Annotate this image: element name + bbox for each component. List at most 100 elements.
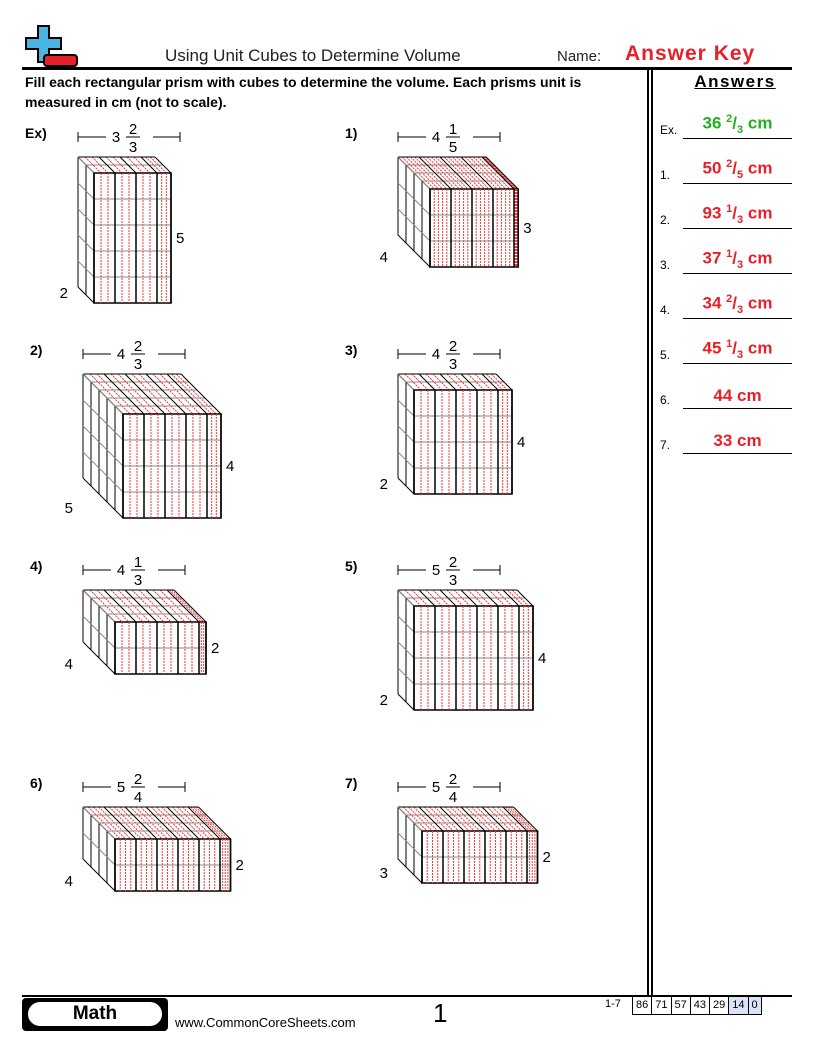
cube-edge (166, 806, 200, 840)
prism-lines (397, 806, 539, 884)
score-cell: 71 (652, 997, 672, 1015)
height-label: 2 (543, 849, 551, 866)
width-denominator: 4 (134, 789, 142, 806)
answer-row: 3. 37 1/3 cm (660, 234, 792, 274)
cube-edge (397, 156, 431, 190)
cube-edge (418, 806, 444, 832)
cube-edge (481, 589, 499, 607)
cube-edge (82, 425, 124, 467)
depth-label: 5 (65, 500, 73, 517)
width-whole: 5 (117, 779, 125, 796)
cube-edge (77, 260, 95, 278)
sub-unit-line (505, 806, 530, 832)
cube-edge (180, 373, 222, 415)
name-value: Answer Key (625, 42, 756, 65)
cube-edge (460, 373, 478, 391)
depth-label: 2 (60, 285, 68, 302)
answer-value: 34 2/3 cm (702, 292, 773, 316)
height-label: 4 (226, 458, 234, 475)
cube-edge (140, 156, 158, 174)
sub-unit-line (91, 156, 109, 174)
sub-unit-line (467, 589, 485, 607)
answer-value: 36 2/3 cm (702, 112, 773, 136)
answer-whole: 50 (702, 158, 722, 178)
answer-row: 5. 45 1/3 cm (660, 324, 792, 364)
sub-unit-line (450, 806, 475, 832)
sub-unit-line (425, 589, 443, 607)
cube-edge (103, 806, 137, 840)
answer-denominator: 5 (737, 169, 744, 181)
answer-unit: cm (747, 158, 773, 178)
problem-label: 6) (30, 775, 43, 791)
depth-label: 4 (65, 656, 73, 673)
answer-value: 33 cm (683, 431, 792, 451)
sub-unit-line (467, 373, 485, 391)
answer-numerator: 2 (726, 292, 733, 305)
cube-edge (124, 373, 166, 415)
answer-whole: 45 (702, 338, 722, 358)
cube-edge (82, 615, 116, 649)
answer-number: Ex. (660, 123, 678, 137)
score-cell: 86 (633, 997, 653, 1015)
width-whole: 4 (117, 346, 125, 363)
sub-unit-line (432, 373, 450, 391)
answer-numerator: 1 (726, 247, 733, 260)
answer-whole: 36 (702, 113, 722, 133)
cube-edge (154, 156, 172, 174)
width-numerator: 2 (129, 121, 137, 138)
page-title: Using Unit Cubes to Determine Volume (165, 46, 461, 65)
cube-edge (439, 589, 457, 607)
width-whole: 4 (432, 346, 440, 363)
answer-line (683, 228, 792, 229)
prism-lines (82, 589, 207, 675)
width-denominator: 3 (449, 572, 457, 589)
cube-edge (439, 373, 457, 391)
width-numerator: 2 (134, 771, 142, 788)
sub-unit-line (476, 806, 502, 832)
sub-unit-line (149, 156, 167, 174)
width-numerator: 2 (134, 338, 142, 355)
answers-heading: Answers (694, 72, 776, 91)
cube-edge (418, 373, 436, 391)
name-label: Name: (557, 48, 602, 65)
width-numerator: 1 (134, 554, 142, 571)
answer-line (683, 318, 792, 319)
width-denominator: 3 (134, 356, 142, 373)
cube-edge (397, 451, 415, 469)
problem-label: Ex) (25, 125, 47, 141)
prism-lines (397, 589, 534, 711)
width-denominator: 3 (449, 356, 457, 373)
instructions: Fill each rectangular prism with cubes t… (25, 74, 582, 110)
width-numerator: 1 (449, 121, 457, 138)
sub-unit-line (105, 156, 123, 174)
sub-unit-line (152, 373, 194, 415)
logo-plus-minus-icon (25, 25, 78, 67)
answer-number: 7. (660, 438, 671, 452)
page-number: 1 (433, 998, 448, 1028)
front-face (429, 188, 519, 268)
footer-divider (22, 995, 792, 997)
cube-edge (397, 589, 415, 607)
cube-edge (439, 156, 473, 190)
cube-edge (397, 806, 423, 832)
sub-unit-line (117, 373, 159, 415)
cube-edge (82, 589, 116, 623)
answer-line (683, 183, 792, 184)
sub-unit-line (490, 373, 508, 391)
prism-lines (77, 156, 172, 304)
sub-unit-line (446, 373, 464, 391)
answer-column-divider (647, 67, 653, 997)
sub-unit-line (404, 589, 422, 607)
sub-unit-line (497, 806, 523, 832)
header-divider (22, 67, 792, 70)
answer-denominator: 3 (737, 214, 744, 226)
cube-edge (495, 373, 513, 391)
answer-line (683, 138, 792, 139)
cube-edge (82, 858, 116, 892)
answer-denominator: 3 (737, 259, 744, 271)
problem-label: 2) (30, 342, 43, 358)
sub-unit-line (471, 806, 496, 832)
answer-value: 37 1/3 cm (702, 247, 773, 271)
